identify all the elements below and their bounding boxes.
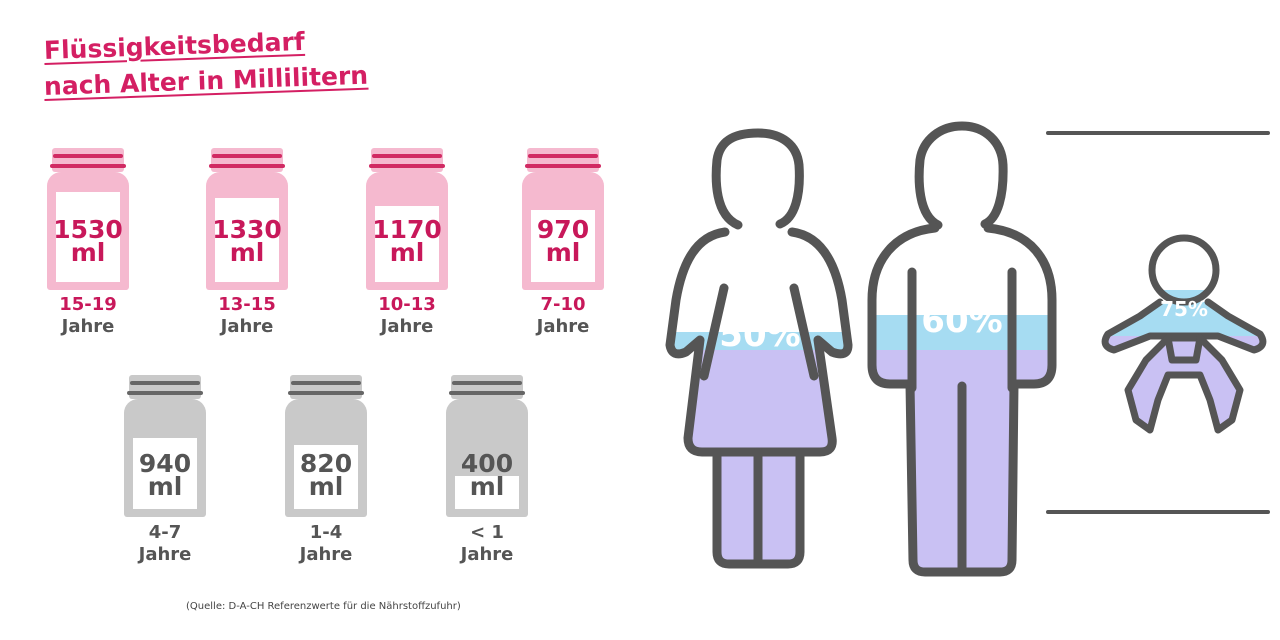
man-figure: 60% — [867, 121, 1057, 577]
bottle-1-4: 820 ml — [285, 375, 367, 517]
woman-percent: 50% — [719, 315, 800, 355]
baby-percent: 75% — [1160, 297, 1208, 321]
bottle-4-7: 940 ml — [124, 375, 206, 517]
bottle-value: 970 — [536, 215, 590, 244]
bottle-value: 820 — [299, 449, 353, 478]
age-label: 7-10 Jahre — [536, 294, 590, 337]
bottle-value: 400 — [460, 449, 514, 478]
age-label: 15-19 Jahre — [59, 294, 117, 337]
bottle-value: 1330 — [212, 215, 282, 244]
age-label: 13-15 Jahre — [218, 294, 276, 337]
age-label: 10-13 Jahre — [378, 294, 436, 337]
bottle-value: 1170 — [372, 215, 442, 244]
bottle-7-10: 970 ml — [522, 148, 604, 290]
age-label: 4-7 Jahre — [138, 522, 192, 565]
bottle-under-1: 400 ml — [446, 375, 528, 517]
woman-figure: 50% — [665, 128, 853, 569]
baby-figure: 75% — [1101, 234, 1267, 434]
man-percent: 60% — [921, 301, 1002, 341]
age-label: < 1 Jahre — [460, 522, 514, 565]
age-label: 1-4 Jahre — [299, 522, 353, 565]
bottle-unit: ml — [229, 238, 265, 267]
bottle-10-13: 1170 ml — [366, 148, 448, 290]
bottle-value: 940 — [138, 449, 192, 478]
bottle-unit: ml — [147, 472, 183, 501]
bottle-unit: ml — [70, 238, 106, 267]
bottle-unit: ml — [545, 238, 581, 267]
bottle-value: 1530 — [53, 215, 123, 244]
bottle-unit: ml — [308, 472, 344, 501]
bottle-unit: ml — [469, 472, 505, 501]
bottle-13-15: 1330 ml — [206, 148, 288, 290]
bottle-15-19: 1530 ml — [47, 148, 129, 290]
bottle-unit: ml — [389, 238, 425, 267]
source-note: (Quelle: D-A-CH Referenzwerte für die Nä… — [186, 601, 461, 612]
